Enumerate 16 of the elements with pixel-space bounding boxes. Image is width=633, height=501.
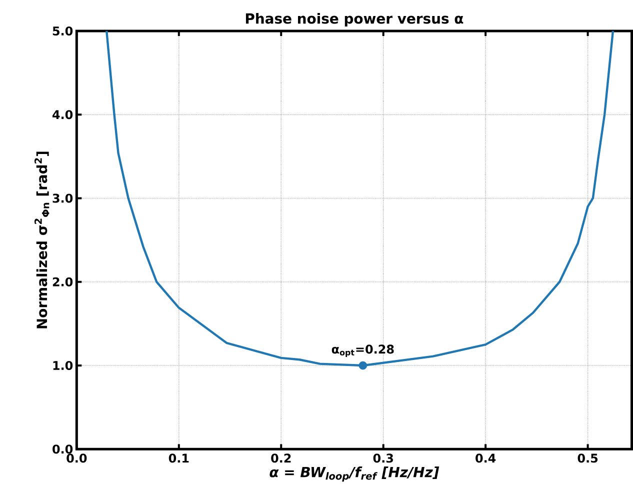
y-axis-title: Normalized σ$^{2}$$_{Φn}$ [rad$^{2}$]: [34, 152, 50, 328]
y-tick-label: 3.0: [52, 194, 73, 203]
y-tick-label: 5.0: [52, 26, 73, 36]
chart-title: Phase noise power versus α: [246, 13, 464, 27]
x-tick-label: 0.4: [476, 454, 496, 463]
y-tick-label: 2.0: [52, 277, 73, 286]
annotation: α$_{opt}$=0.28: [332, 344, 394, 358]
x-tick-label: 0.2: [271, 454, 291, 463]
x-axis-title: α = BW$_{loop}$/f$_{ref}$ [Hz/Hz]: [270, 466, 440, 482]
x-tick-label: 0.3: [373, 454, 393, 463]
x-tick-label: 0.1: [168, 454, 189, 463]
y-tick-label: 0.0: [52, 444, 73, 454]
x-tick-label: 0.0: [66, 454, 87, 463]
x-tick-label: 0.5: [578, 454, 598, 463]
y-tick-label: 1.0: [53, 361, 73, 370]
y-tick-label: 4.0: [52, 110, 73, 120]
